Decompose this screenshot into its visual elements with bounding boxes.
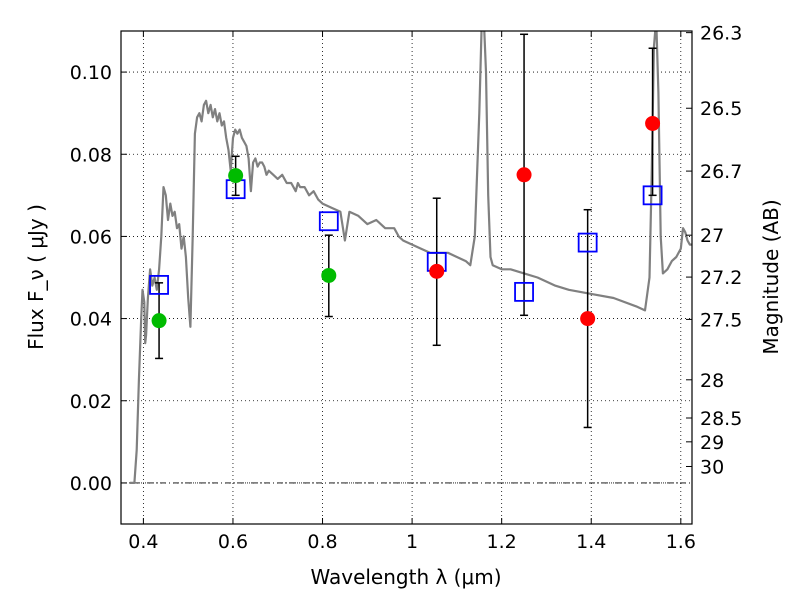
- x-tick-label: 1: [406, 531, 418, 553]
- model-spectrum-line: [130, 31, 692, 484]
- mag-tick-label: 27: [700, 225, 724, 247]
- x-axis-label: Wavelength λ (μm): [310, 565, 501, 589]
- mag-tick-label: 27.5: [700, 309, 742, 331]
- mag-tick-label: 28.5: [700, 408, 742, 430]
- y-tick-label: 0.10: [70, 62, 112, 84]
- x-tick-label: 0.8: [307, 531, 337, 553]
- red-data-point: [645, 115, 661, 131]
- mag-tick-label: 26.5: [700, 98, 742, 120]
- green-data-point: [151, 313, 167, 329]
- x-tick-label: 1.4: [576, 531, 606, 553]
- x-tick-label: 1.6: [666, 531, 696, 553]
- y-tick-label: 0.00: [70, 473, 112, 495]
- mag-tick-label: 28: [700, 370, 724, 392]
- mag-tick-label: 30: [700, 456, 724, 478]
- y-tick-label: 0.02: [70, 391, 112, 413]
- model-square-point: [318, 211, 339, 232]
- y-axis-label: Flux F_ν ( μJy ): [24, 204, 48, 350]
- green-data-point: [321, 267, 337, 283]
- axes: 0.4 0.6 0.8 1 1.2 1.4 1.6 0.00 0.02 0.04 0.06 0.08 0…: [70, 23, 743, 553]
- red-data-point: [516, 167, 532, 183]
- x-tick-label: 0.4: [128, 531, 158, 553]
- mag-tick-label: 26.3: [700, 23, 742, 45]
- red-data-point: [429, 263, 445, 279]
- y-tick-label: 0.04: [70, 309, 112, 331]
- mag-tick-label: 26.7: [700, 161, 742, 183]
- mag-tick-label: 29: [700, 432, 724, 454]
- model-square-point: [577, 232, 598, 253]
- y-tick-label: 0.06: [70, 226, 112, 248]
- grid-lines: [121, 31, 692, 524]
- green-data-point: [228, 168, 244, 184]
- model-square-point: [149, 274, 169, 295]
- mag-tick-label: 27.2: [700, 267, 742, 289]
- y-tick-label: 0.08: [70, 144, 112, 166]
- y2-axis-label: Magnitude (AB): [759, 199, 783, 354]
- model-square-point: [642, 185, 663, 206]
- x-tick-label: 0.6: [218, 531, 248, 553]
- red-data-point: [580, 311, 596, 327]
- model-square-point: [514, 281, 534, 302]
- plot-area: [130, 31, 692, 484]
- x-tick-label: 1.2: [487, 531, 517, 553]
